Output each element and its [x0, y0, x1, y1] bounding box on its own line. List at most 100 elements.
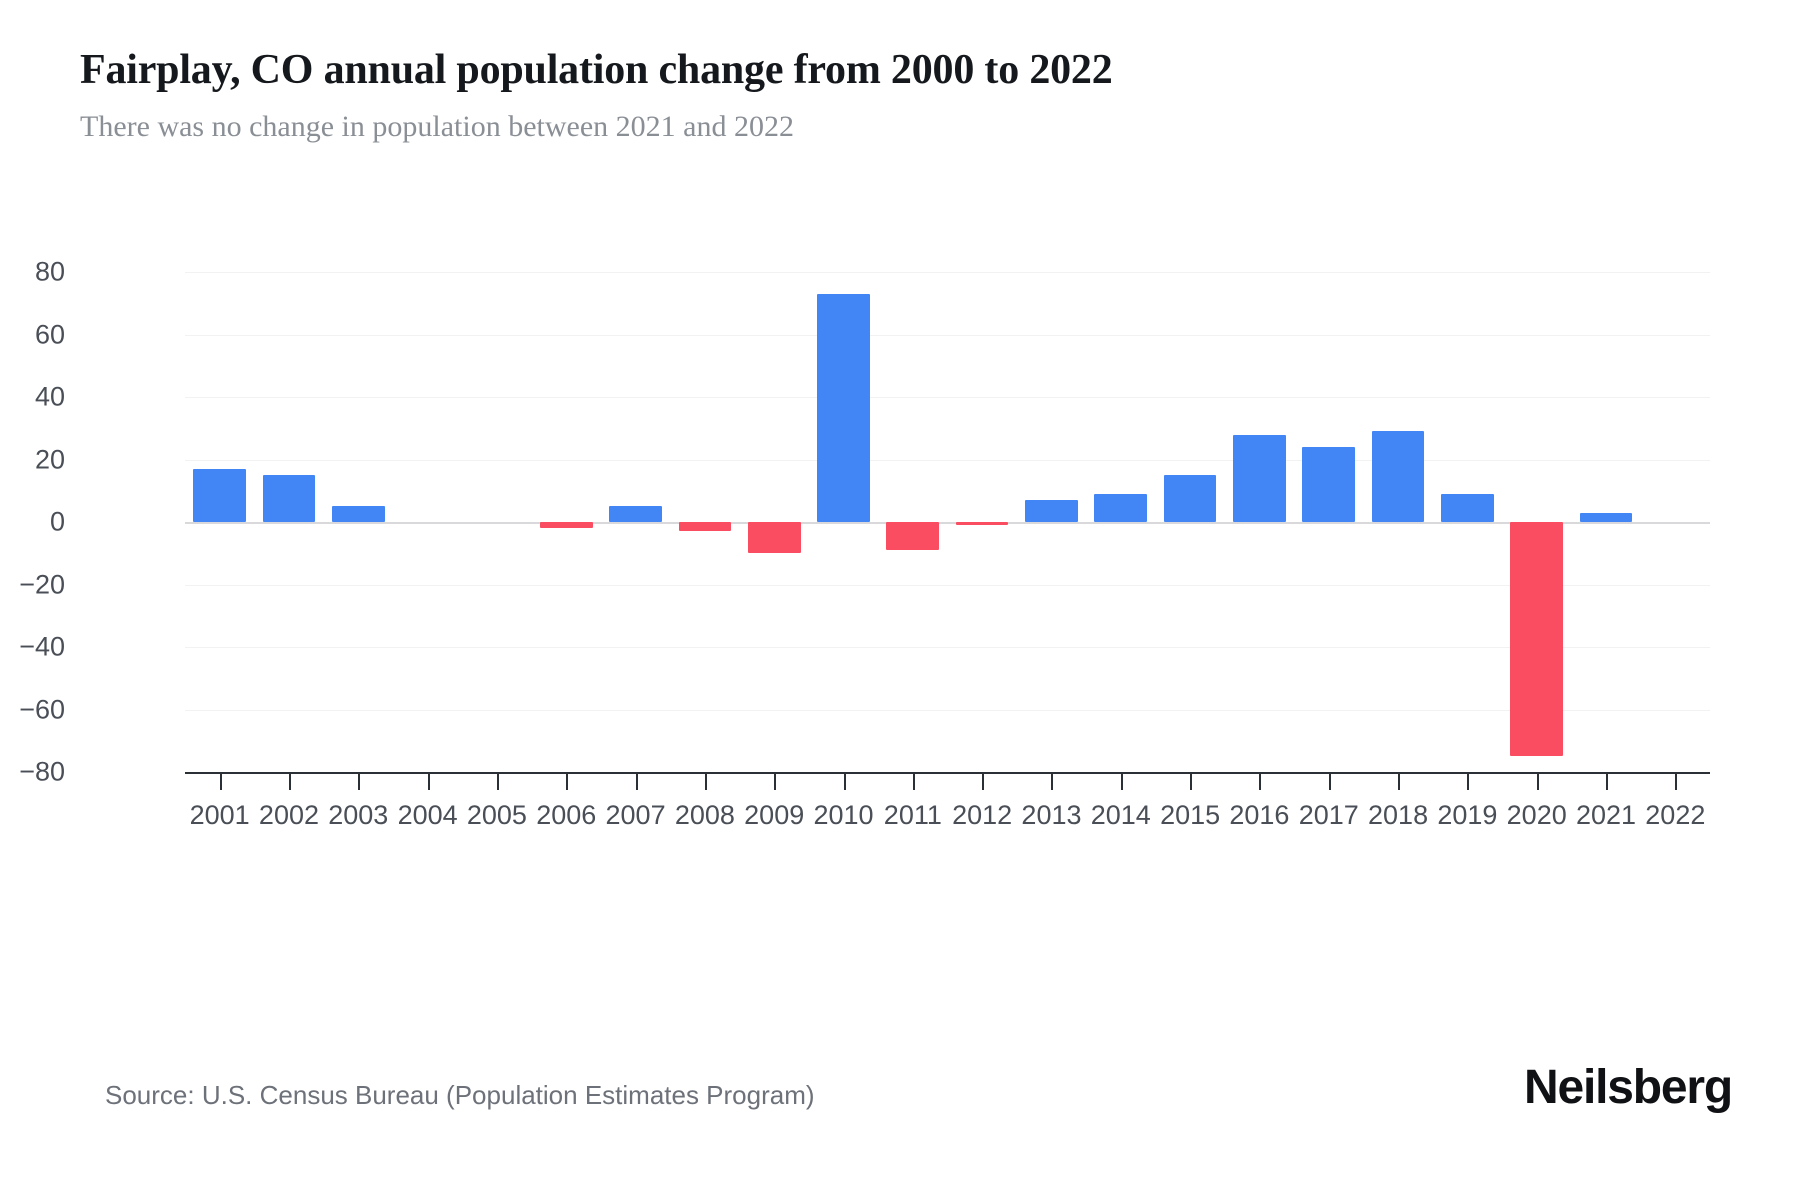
x-axis-tick — [1675, 772, 1678, 790]
bar-slot[interactable] — [462, 272, 531, 772]
x-axis-tick — [1398, 772, 1401, 790]
x-axis-tick-label-2004: 2004 — [397, 800, 458, 830]
bar-slot[interactable] — [878, 272, 947, 772]
y-axis-tick-label: −40 — [19, 631, 65, 662]
bar-2017[interactable] — [1302, 447, 1356, 522]
bar-2015[interactable] — [1163, 475, 1217, 522]
bar-2013[interactable] — [1025, 500, 1078, 522]
x-axis-tick-label-2015: 2015 — [1160, 800, 1221, 830]
bar-2010[interactable] — [817, 293, 870, 522]
bar-2006[interactable] — [539, 522, 593, 529]
bar-2016[interactable] — [1233, 434, 1286, 522]
gridline — [185, 459, 1710, 461]
bar-slot[interactable] — [1155, 272, 1224, 772]
x-axis-tick-label-2016: 2016 — [1229, 800, 1290, 830]
x-axis-tick — [219, 772, 222, 790]
x-axis-tick — [496, 772, 499, 790]
x-axis-tick — [1120, 772, 1123, 790]
bar-2009[interactable] — [747, 522, 801, 554]
bars-group — [185, 272, 1710, 772]
x-axis-tick-label-2022: 2022 — [1645, 800, 1706, 830]
source-note: Source: U.S. Census Bureau (Population E… — [105, 1080, 815, 1110]
x-axis-tick-label-2020: 2020 — [1506, 800, 1567, 830]
x-axis-tick-label-2011: 2011 — [883, 800, 942, 830]
bar-slot[interactable] — [1571, 272, 1640, 772]
bar-slot[interactable] — [670, 272, 739, 772]
x-axis-tick-label-2019: 2019 — [1437, 800, 1498, 830]
x-axis-tick — [1190, 772, 1193, 790]
plot-canvas — [185, 272, 1710, 773]
bar-2020[interactable] — [1510, 522, 1564, 757]
x-axis-tick — [1259, 772, 1262, 790]
bar-slot[interactable] — [809, 272, 878, 772]
x-axis-tick-label-2018: 2018 — [1368, 800, 1429, 830]
bar-slot[interactable] — [1433, 272, 1502, 772]
bar-2008[interactable] — [678, 522, 732, 532]
bar-slot[interactable] — [1017, 272, 1086, 772]
x-axis-tick-label-2014: 2014 — [1090, 800, 1151, 830]
bar-2018[interactable] — [1371, 431, 1425, 522]
brand-logo: Neilsberg — [1524, 1061, 1733, 1114]
bar-2019[interactable] — [1441, 493, 1494, 522]
page-title: Fairplay, CO annual population change fr… — [80, 47, 1113, 93]
x-axis-tick — [1536, 772, 1539, 790]
x-axis-line — [185, 772, 1710, 774]
x-axis-tick — [1606, 772, 1609, 790]
gridline — [185, 272, 1710, 273]
x-axis-tick — [774, 772, 777, 790]
bar-slot[interactable] — [1363, 272, 1432, 772]
gridline — [185, 397, 1710, 398]
bar-slot[interactable] — [393, 272, 462, 772]
gridline — [185, 647, 1710, 648]
y-axis-tick-label: −60 — [19, 694, 65, 724]
x-axis-tick-label-2021: 2021 — [1575, 800, 1637, 830]
x-axis-tick — [912, 772, 915, 790]
x-axis-tick-label-2017: 2017 — [1298, 800, 1359, 830]
x-axis-tick — [288, 772, 291, 790]
chart-subtitle: There was no change in population betwee… — [80, 110, 794, 143]
bar-slot[interactable] — [532, 272, 601, 772]
bar-2001[interactable] — [193, 468, 246, 522]
x-axis-tick-label-2007: 2007 — [605, 800, 666, 830]
x-axis-tick — [1467, 772, 1470, 790]
x-axis-tick-label-2001: 2001 — [189, 800, 250, 830]
bar-slot[interactable] — [948, 272, 1017, 772]
x-axis-tick — [1051, 772, 1054, 790]
bar-slot[interactable] — [1086, 272, 1155, 772]
x-axis-tick — [704, 772, 707, 790]
bar-slot[interactable] — [1641, 272, 1710, 772]
x-axis-tick-label-2002: 2002 — [258, 800, 319, 830]
bar-slot[interactable] — [601, 272, 670, 772]
x-axis-tick — [843, 772, 846, 790]
x-axis-tick — [358, 772, 361, 790]
x-axis-tick-label-2003: 2003 — [328, 800, 389, 830]
bar-2011[interactable] — [886, 522, 940, 551]
bar-slot[interactable] — [740, 272, 809, 772]
chart-header: Fairplay, CO annual population change fr… — [80, 46, 1720, 144]
bar-slot[interactable] — [185, 272, 254, 772]
y-axis-tick-label: −80 — [19, 756, 65, 787]
y-axis-tick-label: −20 — [19, 569, 65, 599]
bar-2014[interactable] — [1094, 493, 1148, 522]
x-axis-tick — [635, 772, 638, 790]
bar-slot[interactable] — [1502, 272, 1571, 772]
x-axis-tick-label-2009: 2009 — [744, 800, 805, 830]
bar-slot[interactable] — [1225, 272, 1294, 772]
bar-2012[interactable] — [955, 522, 1009, 526]
x-axis-tick-label-2008: 2008 — [674, 800, 735, 830]
bar-slot[interactable] — [254, 272, 323, 772]
bar-slot[interactable] — [1294, 272, 1363, 772]
bar-2003[interactable] — [331, 506, 385, 522]
x-axis-tick — [566, 772, 569, 790]
gridline — [185, 709, 1710, 711]
x-axis-tick — [1328, 772, 1331, 790]
gridline — [185, 584, 1710, 586]
bar-2002[interactable] — [262, 475, 316, 522]
y-axis-tick-label: 0 — [49, 506, 65, 537]
bar-slot[interactable] — [324, 272, 393, 772]
bar-2021[interactable] — [1579, 512, 1633, 522]
y-axis-tick-label: 80 — [34, 256, 65, 287]
x-axis-tick — [427, 772, 430, 790]
x-axis-tick-label-2010: 2010 — [813, 800, 874, 830]
bar-2007[interactable] — [609, 506, 662, 522]
